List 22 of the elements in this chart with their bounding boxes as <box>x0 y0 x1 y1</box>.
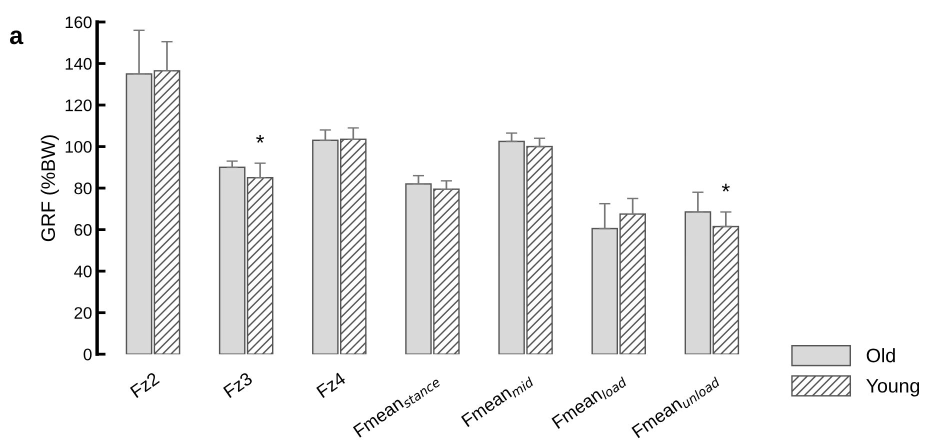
x-tick-label: Fz3 <box>222 372 254 398</box>
y-tick-label: 160 <box>66 16 92 28</box>
x-tick-label: Fmean$_{stance}$ <box>352 372 441 440</box>
y-tick-label: 80 <box>74 182 92 194</box>
x-tick-label: Fz2 <box>130 372 160 398</box>
legend-label: Young <box>866 379 920 396</box>
y-axis-title: GRF (%BW) <box>40 135 59 242</box>
y-tick-label: 100 <box>66 140 92 153</box>
x-tick-label: Fz4 <box>316 372 346 398</box>
text: a <box>10 30 24 44</box>
y-tick-label: 0 <box>84 348 92 360</box>
x-tick-label: Fmean$_{load}$ <box>552 372 628 432</box>
y-tick-label: 20 <box>74 307 92 319</box>
x-tick-label: Fmean$_{unload}$ <box>632 372 721 440</box>
y-tick-label: 60 <box>74 224 92 236</box>
annotation: * <box>722 184 730 192</box>
legend-label: Old <box>866 348 895 362</box>
y-tick-label: 140 <box>66 58 92 70</box>
x-tick-label: Fmean$_{mid}$ <box>461 372 535 430</box>
annotation: * <box>256 134 264 143</box>
y-tick-label: 120 <box>66 99 92 112</box>
y-tick-label: 40 <box>74 266 92 278</box>
